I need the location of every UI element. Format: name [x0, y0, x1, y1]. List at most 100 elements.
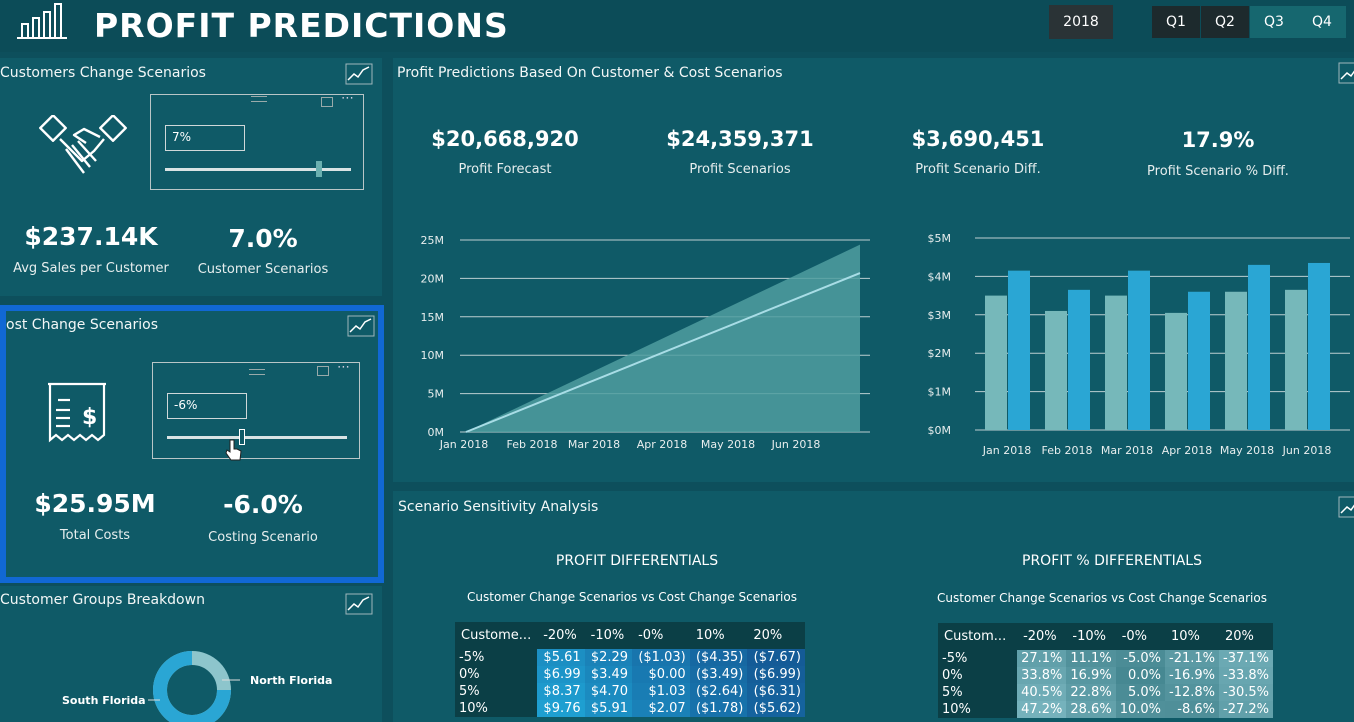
bar-forecast [1105, 295, 1127, 430]
profit-scenario-pct-diff-label: Profit Scenario % Diff. [1147, 164, 1289, 179]
drag-handle-icon[interactable] [249, 369, 265, 375]
y-tick-label: $1M [928, 386, 952, 399]
profit-pct-diff-row-label: -5% [938, 650, 1018, 667]
profit-pct-diff-header-cell[interactable]: 20% [1219, 623, 1273, 650]
profit-area-chart: 0M 5M 10M 15M 20M 25M Jan 2018 Feb 2018 Mar 2018… [421, 234, 870, 451]
x-tick-label: May 2018 [1220, 444, 1274, 457]
drag-handle-icon[interactable] [251, 96, 267, 102]
profit-pct-diff-cell: 40.5% [1017, 684, 1067, 701]
profit-pct-diff-header-cell[interactable]: -10% [1066, 623, 1116, 650]
line-chart-icon[interactable] [345, 593, 373, 615]
year-filter-button[interactable]: 2018 [1049, 5, 1113, 39]
profit-pct-diff-cell: -33.8% [1219, 667, 1273, 684]
profit-scenario-diff-value: $3,690,451 [911, 127, 1045, 151]
profit-diff-cell: $2.29 [584, 649, 633, 666]
profit-diff-cell: $5.61 [537, 649, 585, 666]
line-chart-icon[interactable] [347, 315, 375, 337]
x-tick-label: Feb 2018 [507, 438, 558, 451]
profit-pct-diff-cell: -8.6% [1165, 701, 1219, 718]
profit-scenario-diff-label: Profit Scenario Diff. [915, 162, 1041, 177]
profit-pct-diff-cell: 22.8% [1066, 684, 1116, 701]
profit-diff-header-cell[interactable]: Custome... [455, 622, 538, 649]
quarter-button-q2[interactable]: Q2 [1201, 6, 1249, 38]
customer-groups-title: Customer Groups Breakdown [0, 592, 205, 608]
profit-pct-diff-cell: -30.5% [1219, 684, 1273, 701]
customer-scenarios-value: 7.0% [228, 224, 298, 253]
costing-scenario-label: Costing Scenario [208, 530, 318, 545]
expand-icon[interactable] [317, 366, 329, 376]
profit-diff-cell: ($3.49) [689, 666, 748, 683]
table-row: 5% 40.5% 22.8% 5.0% -12.8% -30.5% [938, 684, 1273, 701]
profit-pct-diff-cell: 28.6% [1066, 701, 1116, 718]
cost-scenario-input[interactable]: -6% [167, 393, 247, 419]
svg-text:$: $ [82, 405, 97, 430]
receipt-icon: $ [48, 382, 106, 443]
table-row: 0% $6.99 $3.49 $0.00 ($3.49) ($6.99) [455, 666, 805, 683]
profit-pct-diff-cell: 0.0% [1115, 667, 1165, 684]
profit-pct-diff-row-label: 10% [938, 701, 1018, 718]
x-tick-label: Apr 2018 [1162, 444, 1213, 457]
quarter-button-q4[interactable]: Q4 [1298, 6, 1346, 38]
profit-pct-diff-row-label: 0% [938, 667, 1018, 684]
line-chart-icon[interactable] [1338, 62, 1354, 84]
profit-differentials-subtitle: Customer Change Scenarios vs Cost Change… [467, 590, 797, 604]
bar-forecast [1045, 310, 1067, 430]
profit-diff-header-cell[interactable]: -0% [632, 622, 690, 649]
profit-pct-differentials-subtitle: Customer Change Scenarios vs Cost Change… [937, 591, 1267, 605]
profit-pct-diff-header-cell[interactable]: -20% [1017, 623, 1067, 650]
page-title: PROFIT PREDICTIONS [94, 6, 509, 45]
profit-diff-cell: ($7.67) [747, 649, 805, 666]
customers-slider-handle[interactable] [315, 161, 322, 177]
table-row: 0% 33.8% 16.9% 0.0% -16.9% -33.8% [938, 667, 1273, 684]
more-options-icon[interactable]: ⋯ [337, 360, 350, 375]
header-bar [0, 0, 1354, 52]
avg-sales-value: $237.14K [24, 222, 158, 251]
profit-diff-header-cell[interactable]: 10% [689, 622, 748, 649]
cost-slider-handle[interactable] [239, 429, 245, 445]
more-options-icon[interactable]: ⋯ [341, 91, 354, 106]
line-chart-icon[interactable] [345, 63, 373, 85]
profit-diff-cell: $2.07 [632, 700, 690, 717]
customers-scenario-input[interactable]: 7% [165, 125, 245, 151]
profit-pct-diff-cell: 5.0% [1115, 684, 1165, 701]
profit-diff-header-cell[interactable]: 20% [747, 622, 805, 649]
y-tick-label: 25M [421, 234, 445, 247]
bar-chart-logo-icon [17, 3, 67, 39]
cost-slicer[interactable]: ⋯ -6% [152, 360, 360, 459]
profit-diff-row-label: -5% [455, 649, 538, 666]
y-tick-label: 5M [428, 388, 445, 401]
profit-pct-diff-header-cell[interactable]: 10% [1165, 623, 1219, 650]
profit-pct-diff-cell: -21.1% [1165, 650, 1219, 667]
customers-panel-title: Customers Change Scenarios [0, 65, 206, 81]
profit-pct-diff-row-label: 5% [938, 684, 1018, 701]
expand-icon[interactable] [321, 97, 333, 107]
profit-diff-cell: ($6.99) [747, 666, 805, 683]
hand-cursor-icon [225, 439, 242, 461]
profit-diff-row-label: 5% [455, 683, 538, 700]
quarter-button-q3[interactable]: Q3 [1250, 6, 1298, 38]
bar-forecast [1285, 289, 1307, 430]
profit-diff-header-cell[interactable]: -10% [584, 622, 633, 649]
y-tick-label: $5M [928, 232, 952, 245]
profit-diff-cell: $0.00 [632, 666, 690, 683]
profit-pct-diff-cell: 27.1% [1017, 650, 1067, 667]
north-florida-label: North Florida [250, 674, 333, 687]
customer-scenarios-label: Customer Scenarios [197, 262, 329, 277]
customers-slicer[interactable]: ⋯ 7% [150, 91, 364, 190]
profit-pct-diff-header-cell[interactable]: Custom... [938, 623, 1018, 650]
table-row: -5% $5.61 $2.29 ($1.03) ($4.35) ($7.67) [455, 649, 805, 666]
profit-diff-cell: ($1.03) [632, 649, 690, 666]
total-costs-value: $25.95M [34, 489, 156, 518]
line-chart-icon[interactable] [1338, 496, 1354, 518]
customers-slider-track[interactable] [165, 168, 351, 171]
profit-scenarios-label: Profit Scenarios [689, 162, 791, 177]
cost-slider-track[interactable] [167, 436, 347, 439]
profit-diff-header-cell[interactable]: -20% [537, 622, 585, 649]
bar-scenario [1188, 291, 1210, 430]
profit-pct-diff-header-cell[interactable]: -0% [1115, 623, 1165, 650]
quarter-button-q1[interactable]: Q1 [1152, 6, 1200, 38]
bar-scenario [1248, 264, 1270, 430]
table-row: 10% $9.76 $5.91 $2.07 ($1.78) ($5.62) [455, 700, 805, 717]
profit-diff-cell: $3.49 [584, 666, 633, 683]
area-series [466, 244, 860, 432]
